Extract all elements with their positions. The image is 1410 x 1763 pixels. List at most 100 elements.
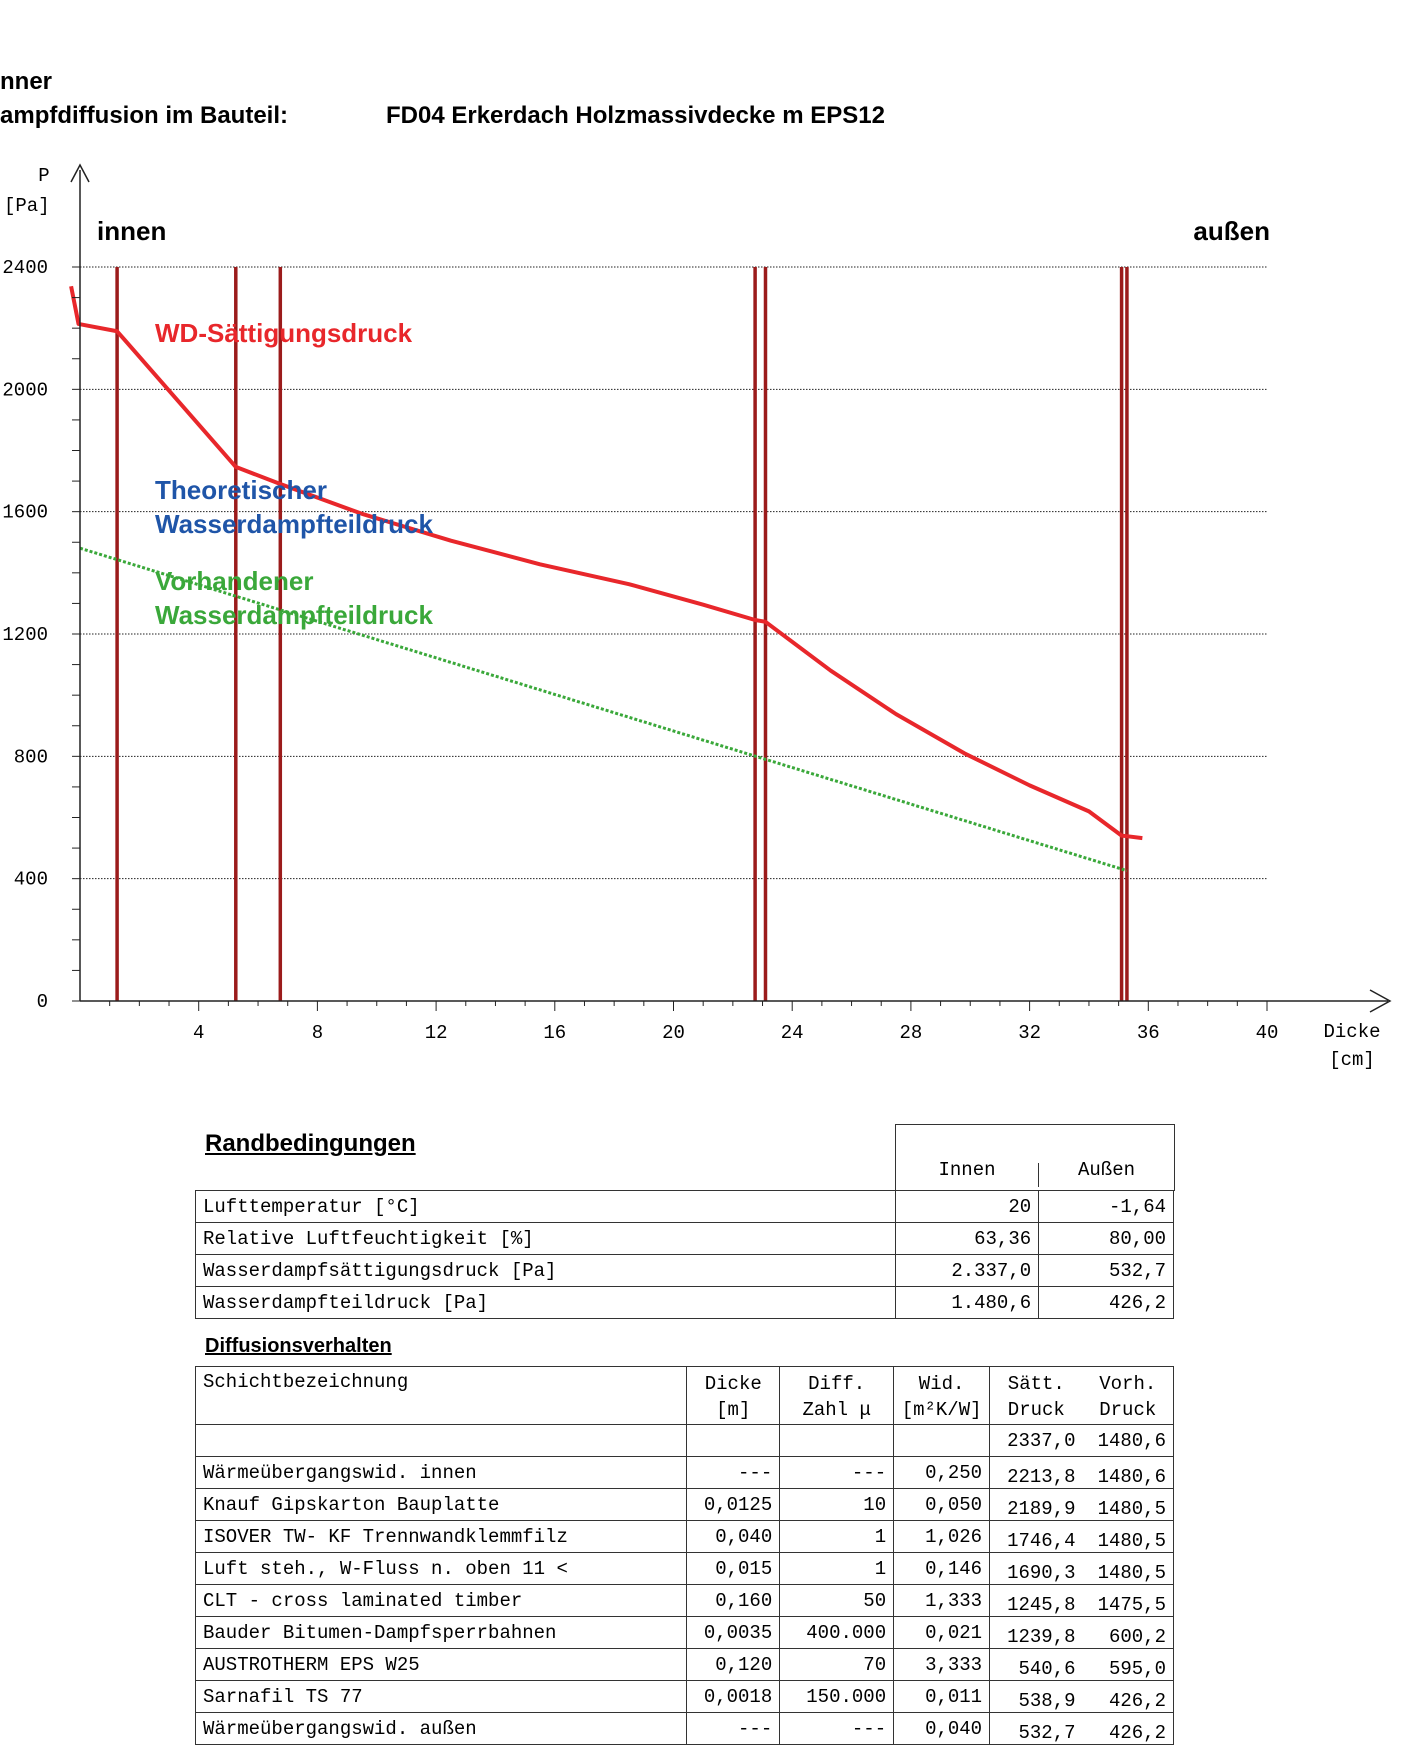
- layer-resistance: 0,146: [893, 1552, 991, 1585]
- layer-actual-pressure: 1475,5: [1082, 1584, 1174, 1617]
- initial-vorh: 1480,6: [1082, 1424, 1174, 1457]
- layer-actual-pressure: 595,0: [1082, 1648, 1174, 1681]
- boundary-outer-value: 80,00: [1038, 1222, 1174, 1255]
- y-tick-label: 1200: [2, 624, 48, 646]
- layer-mu: ---: [779, 1712, 895, 1745]
- head-vorh: Vorh. Druck: [1082, 1366, 1174, 1425]
- diffusion-title: Diffusionsverhalten: [205, 1335, 392, 1357]
- layer-mu: ---: [779, 1456, 895, 1489]
- head-name: Schichtbezeichnung: [194, 1366, 688, 1425]
- boundary-outer-value: 532,7: [1038, 1254, 1174, 1287]
- boundary-inner-value: 20: [895, 1190, 1040, 1223]
- layer-saturation-pressure: 1690,3: [989, 1552, 1083, 1585]
- diffusion-row: Luft steh., W-Fluss n. oben 11 <0,015 1 0,…: [194, 1552, 1174, 1585]
- x-axis-arrow: [1369, 989, 1392, 1013]
- layer-actual-pressure: 426,2: [1082, 1680, 1174, 1713]
- layer-name: AUSTROTHERM EPS W25: [194, 1648, 688, 1681]
- y-axis-label: P: [38, 165, 49, 187]
- x-tick-label: 28: [899, 1022, 922, 1044]
- col-outer-header: Außen: [1077, 1159, 1135, 1181]
- y-tick-label: 400: [14, 869, 48, 891]
- boundary-row: Wasserdampfsättigungsdruck [Pa] 2.337,0 53…: [194, 1254, 1174, 1287]
- x-tick-label: 40: [1256, 1022, 1279, 1044]
- layer-name: Bauder Bitumen-Dampfsperrbahnen: [194, 1616, 688, 1649]
- layer-saturation-pressure: 2189,9: [989, 1488, 1083, 1521]
- layer-resistance: 0,050: [893, 1488, 991, 1521]
- y-axis-unit: [Pa]: [4, 195, 50, 217]
- layer-saturation-pressure: 1245,8: [989, 1584, 1083, 1617]
- layer-mu: 70: [779, 1648, 895, 1681]
- layer-saturation-pressure: 538,9: [989, 1680, 1083, 1713]
- legend-actual-pressure-line2: Wasserdampfteildruck: [155, 600, 433, 630]
- layer-resistance: 0,250: [893, 1456, 991, 1489]
- legend-saturation-pressure: WD-Sättigungsdruck: [155, 318, 413, 348]
- layer-mu: 400.000: [779, 1616, 895, 1649]
- layer-mu: 150.000: [779, 1680, 895, 1713]
- layer-mu: 1: [779, 1552, 895, 1585]
- layer-actual-pressure: 1480,6: [1082, 1456, 1174, 1489]
- boundary-inner-value: 2.337,0: [895, 1254, 1040, 1287]
- head-diff: Diff. Zahl μ: [779, 1366, 895, 1425]
- diffusion-row: Knauf Gipskarton Bauplatte 0,0125 10 0,050 2…: [194, 1488, 1174, 1521]
- layer-thickness: 0,120: [686, 1648, 781, 1681]
- diffusion-row: CLT - cross laminated timber 0,160 50 1,333…: [194, 1584, 1174, 1617]
- layer-saturation-pressure: 1746,4: [989, 1520, 1083, 1553]
- layer-actual-pressure: 600,2: [1082, 1616, 1174, 1649]
- x-axis-unit: [cm]: [1329, 1049, 1375, 1071]
- layer-name: Wärmeübergangswid. innen: [194, 1456, 688, 1489]
- layer-saturation-pressure: 2213,8: [989, 1456, 1083, 1489]
- legend-theoretical-pressure-line1: Theoretischer: [155, 475, 327, 505]
- diffusion-row: Sarnafil TS 77 0,0018 150.000 0,011 538,9 426…: [194, 1680, 1174, 1713]
- side-label-inner: innen: [97, 216, 166, 246]
- boundary-inner-value: 1.480,6: [895, 1286, 1040, 1319]
- boundary-row: Wasserdampfteildruck [Pa] 1.480,6 426,2: [194, 1286, 1174, 1319]
- layer-name: CLT - cross laminated timber: [194, 1584, 688, 1617]
- boundary-label: Wasserdampfsättigungsdruck [Pa]: [194, 1254, 897, 1287]
- layer-mu: 1: [779, 1520, 895, 1553]
- col-divider: [1038, 1163, 1039, 1187]
- layer-saturation-pressure: 1239,8: [989, 1616, 1083, 1649]
- diffusion-header-row: Schichtbezeichnung Dicke [m] Diff. Zahl μ …: [194, 1366, 1174, 1425]
- x-tick-label: 4: [193, 1022, 204, 1044]
- layer-thickness: 0,0018: [686, 1680, 781, 1713]
- layer-actual-pressure: 426,2: [1082, 1712, 1174, 1745]
- boundary-outer-value: -1,64: [1038, 1190, 1174, 1223]
- layer-name: Wärmeübergangswid. außen: [194, 1712, 688, 1745]
- y-axis-arrow: [70, 163, 90, 183]
- layer-resistance: 0,011: [893, 1680, 991, 1713]
- diffusion-row: Bauder Bitumen-Dampfsperrbahnen 0,0035 400…: [194, 1616, 1174, 1649]
- layer-thickness: 0,160: [686, 1584, 781, 1617]
- diffusion-table: Schichtbezeichnung Dicke [m] Diff. Zahl μ …: [194, 1366, 1174, 1745]
- x-tick-label: 8: [312, 1022, 323, 1044]
- layer-thickness: 0,040: [686, 1520, 781, 1553]
- head-dicke: Dicke [m]: [686, 1366, 781, 1425]
- boundary-row: Relative Luftfeuchtigkeit [%] 63,36 80,00: [194, 1222, 1174, 1255]
- actual-pressure-line: [79, 546, 1128, 873]
- y-tick-label: 1600: [2, 502, 48, 524]
- boundary-header-box: Innen Außen: [895, 1124, 1175, 1191]
- boundary-inner-value: 63,36: [895, 1222, 1040, 1255]
- x-tick-label: 12: [425, 1022, 448, 1044]
- layer-name: Knauf Gipskarton Bauplatte: [194, 1488, 688, 1521]
- y-tick-label: 0: [37, 991, 48, 1013]
- x-axis-label: Dicke: [1323, 1021, 1380, 1043]
- layer-resistance: 3,333: [893, 1648, 991, 1681]
- x-tick-label: 16: [543, 1022, 566, 1044]
- diffusion-row: Wärmeübergangswid. außen --- --- 0,040 532,7…: [194, 1712, 1174, 1745]
- layer-actual-pressure: 1480,5: [1082, 1488, 1174, 1521]
- saturation-pressure-line: [69, 285, 1143, 841]
- x-tick-label: 24: [781, 1022, 804, 1044]
- legend-actual-pressure-line1: Vorhandener: [155, 566, 313, 596]
- boundary-outer-value: 426,2: [1038, 1286, 1174, 1319]
- x-tick-label: 36: [1137, 1022, 1160, 1044]
- layer-name: ISOVER TW- KF Trennwandklemmfilz: [194, 1520, 688, 1553]
- boundary-table: Lufttemperatur [°C] 20 -1,64 Relative Luftf…: [194, 1190, 1174, 1319]
- diffusion-initial-row: 2337,0 1480,6: [194, 1424, 1174, 1457]
- col-inner-header: Innen: [938, 1159, 996, 1181]
- boundary-label: Relative Luftfeuchtigkeit [%]: [194, 1222, 897, 1255]
- y-tick-label: 2000: [2, 379, 48, 401]
- layer-thickness: 0,0125: [686, 1488, 781, 1521]
- layer-resistance: 1,026: [893, 1520, 991, 1553]
- layer-thickness: ---: [686, 1712, 781, 1745]
- layer-mu: 50: [779, 1584, 895, 1617]
